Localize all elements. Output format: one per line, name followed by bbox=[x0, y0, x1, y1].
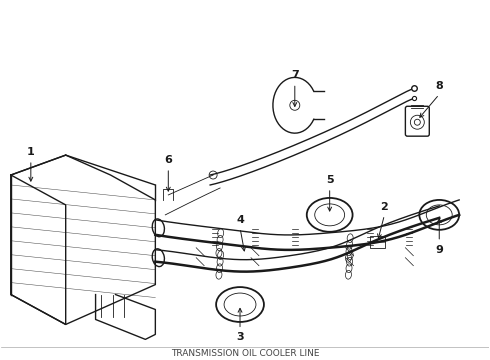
Text: 5: 5 bbox=[326, 175, 334, 185]
Text: 4: 4 bbox=[236, 215, 244, 225]
Text: 7: 7 bbox=[291, 71, 299, 80]
Text: TRANSMISSION OIL COOLER LINE: TRANSMISSION OIL COOLER LINE bbox=[171, 349, 319, 358]
Text: 1: 1 bbox=[27, 147, 35, 157]
Text: 9: 9 bbox=[435, 245, 443, 255]
Text: 3: 3 bbox=[236, 332, 244, 342]
Text: 2: 2 bbox=[381, 202, 389, 212]
Text: 8: 8 bbox=[436, 81, 443, 91]
Text: 6: 6 bbox=[164, 155, 172, 165]
